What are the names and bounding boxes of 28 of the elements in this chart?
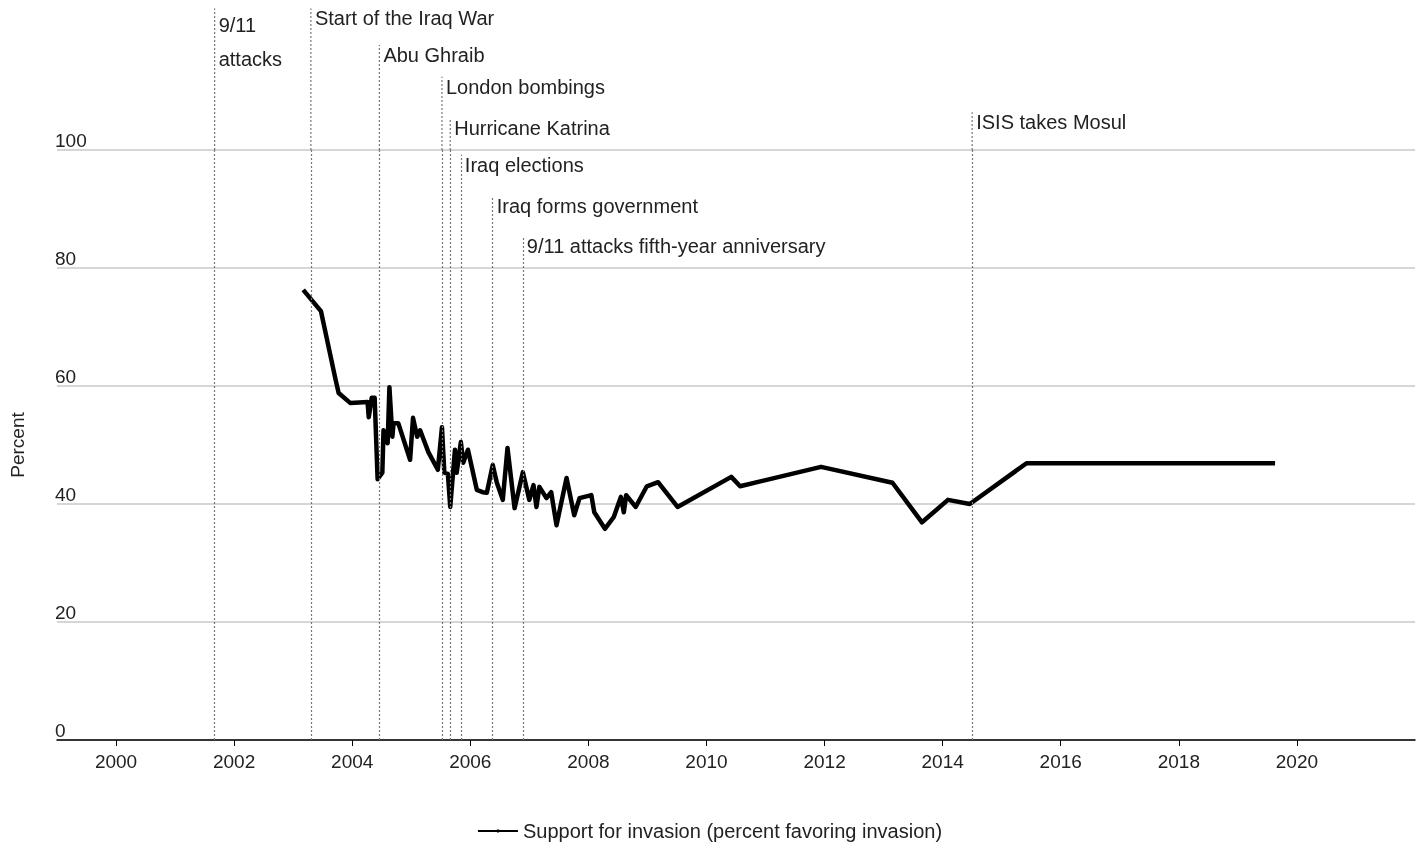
legend-label: Support for invasion (percent favoring invasion)	[522, 820, 943, 842]
ref-line-label: Abu Ghraib	[383, 43, 485, 66]
x-tick-label: 2010	[685, 751, 728, 772]
y-tick-label: 0	[55, 720, 66, 741]
legend-label: Hurricane Katrina	[454, 117, 611, 140]
ref-line-label: Iraq forms government	[496, 195, 699, 218]
x-tick-label: 2012	[803, 751, 846, 772]
ref-line-label: 9/11 attacks fifth-year anniversary	[526, 235, 826, 258]
x-tick-label: 2014	[921, 751, 965, 772]
legend-label: ISIS takes Mosul	[976, 111, 1127, 134]
x-tick-label: 2004	[331, 751, 374, 772]
y-tick-label: 60	[55, 366, 77, 387]
x-tick-label: 2002	[212, 751, 256, 772]
x-tick-label: 2018	[1157, 751, 1200, 772]
x-tick-label: 2008	[567, 751, 610, 772]
y-axis-title: Percent	[7, 411, 28, 478]
x-tick-label: 2016	[1039, 751, 1082, 772]
x-tick-label: 2000	[94, 751, 138, 772]
x-tick-label: 2006	[449, 751, 492, 772]
ref-line-label: 9/11 attacks	[218, 14, 283, 71]
y-tick-label: 100	[55, 130, 87, 151]
y-tick-label: 40	[55, 484, 77, 505]
ref-line-label: Start of the Iraq War	[314, 7, 495, 30]
y-tick-label: 80	[55, 248, 77, 269]
ref-line-label: Iraq elections	[464, 153, 584, 176]
ref-line-label: London bombings	[445, 75, 605, 98]
y-tick-label: 20	[55, 602, 77, 623]
x-tick-label: 2020	[1275, 751, 1319, 772]
